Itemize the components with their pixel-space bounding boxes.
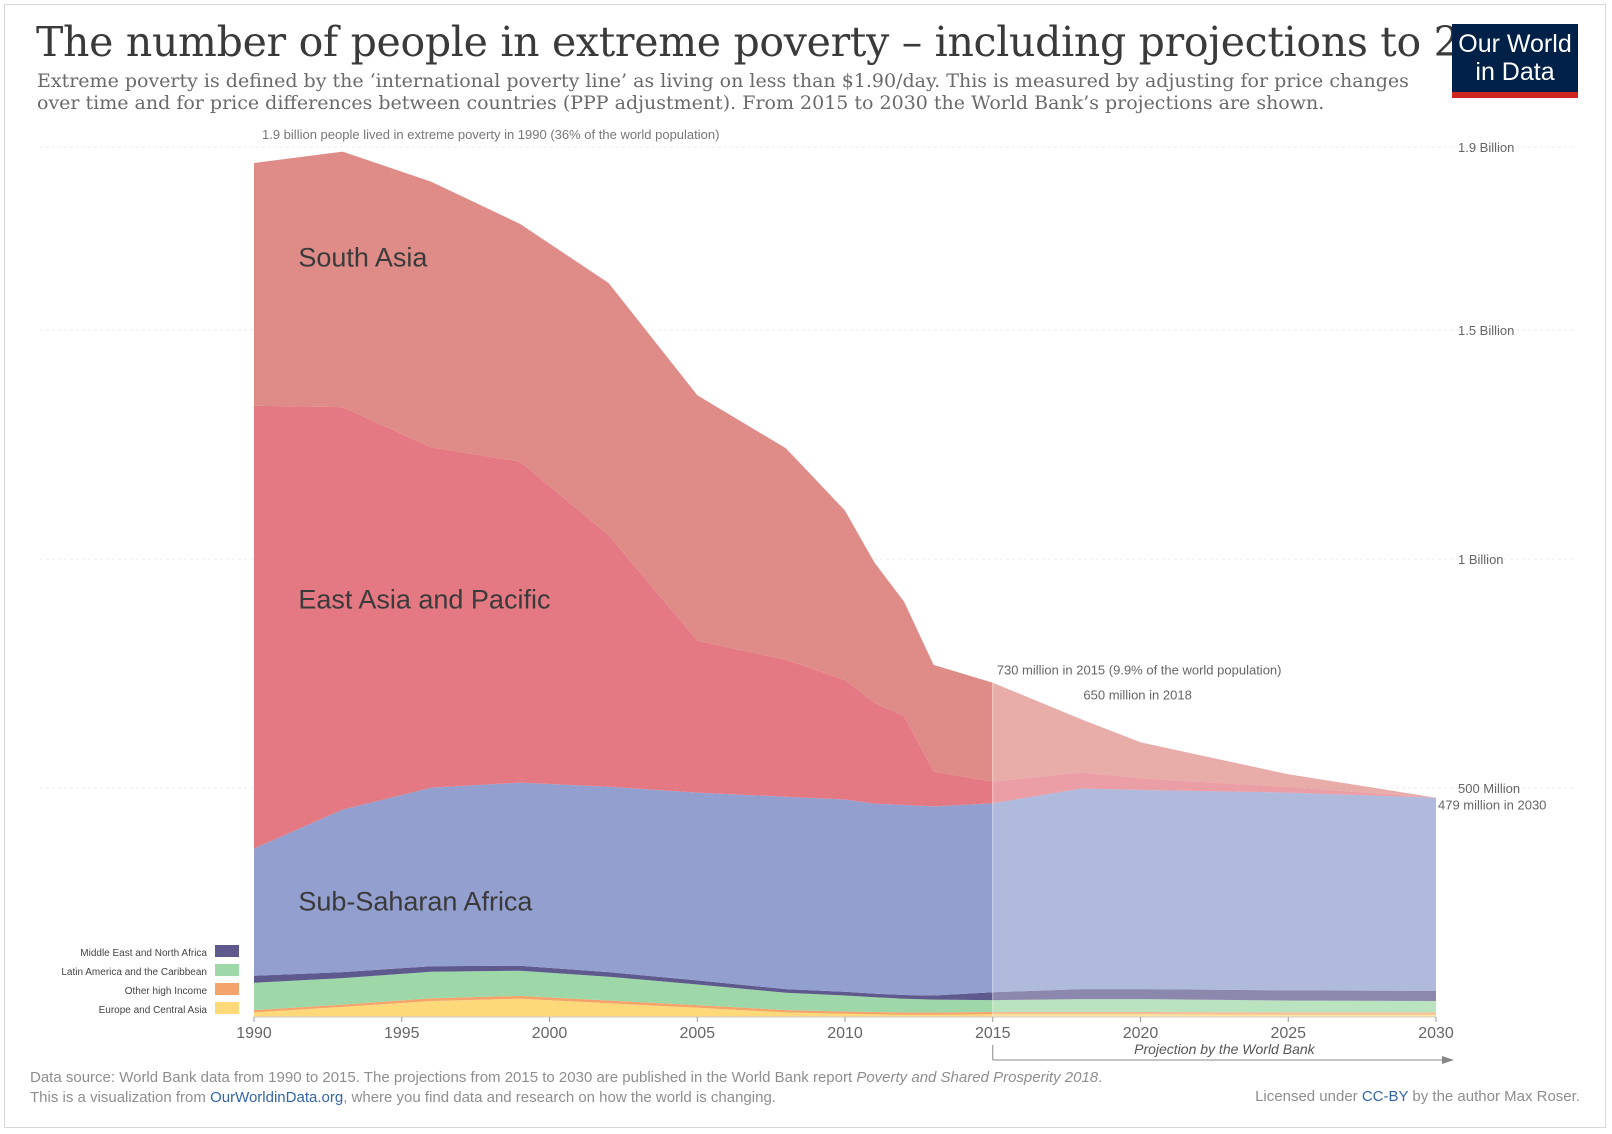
logo-line-2: in Data [1475,58,1555,86]
x-tick-label: 2005 [679,1025,715,1042]
right-axis-label: 1.5 Billion [1458,323,1514,338]
area-projected-east-asia-and-pacific [992,772,1436,804]
x-tick-label: 2015 [975,1025,1011,1042]
annotation-2018: 650 million in 2018 [1083,687,1191,702]
annotation-2030: 479 million in 2030 [1438,798,1546,813]
x-tick-label: 2020 [1123,1025,1159,1042]
owid-logo[interactable]: Our World in Data [1452,24,1578,98]
x-tick-label: 1995 [384,1025,420,1042]
area-europe-and-central-asia [254,998,993,1017]
source-prefix: Data source: World Bank data from 1990 t… [30,1069,857,1086]
area-projected-europe-and-central-asia [992,1014,1436,1017]
legend-label: Latin America and the Caribbean [61,967,207,978]
area-projected-latin-america-and-the-caribbean [992,999,1436,1013]
right-axis-label: 500 Million [1458,781,1520,796]
legend-swatch [215,964,239,976]
source-note: Data source: World Bank data from 1990 t… [30,1068,1102,1108]
annotation-2015: 730 million in 2015 (9.9% of the world p… [997,663,1282,678]
license-suffix: by the author Max Roser. [1408,1088,1580,1105]
x-tick-label: 2030 [1418,1025,1454,1042]
logo-line-1: Our World [1458,30,1572,58]
viz-prefix: This is a visualization from [30,1089,211,1106]
region-label: Sub-Saharan Africa [298,886,533,916]
legend-swatch [215,945,239,957]
license-note: Licensed under CC-BY by the author Max R… [1255,1088,1580,1105]
annotation-1990: 1.9 billion people lived in extreme pove… [262,127,719,142]
x-tick-label: 2025 [1270,1025,1306,1042]
area-other-high-income [254,995,993,1015]
area-sub-saharan-africa [254,782,993,996]
region-label: East Asia and Pacific [298,584,550,614]
area-projected-south-asia [992,682,1436,798]
right-axis-label: 1.9 Billion [1458,140,1514,155]
legend-swatch [215,1002,239,1014]
area-east-asia-and-pacific [254,405,993,849]
x-tick-label: 2010 [827,1025,863,1042]
area-south-asia [254,151,993,782]
projection-arrow-head [1442,1056,1454,1064]
area-projected-other-high-income [992,1012,1436,1015]
viz-suffix: , where you find data and research on ho… [343,1089,776,1106]
cc-by-link[interactable]: CC-BY [1361,1088,1409,1105]
area-projected-sub-saharan-africa [992,788,1436,993]
owid-link[interactable]: OurWorldinData.org [210,1089,344,1106]
area-projected-middle-east-and-north-africa [992,989,1436,1001]
logo-accent-bar [1452,92,1578,98]
legend-label: Europe and Central Asia [99,1005,208,1016]
region-label: South Asia [298,243,428,273]
source-suffix: . [1098,1069,1103,1086]
license-prefix: Licensed under [1255,1088,1362,1105]
legend-label: Other high Income [125,986,208,997]
area-middle-east-and-north-africa [254,965,993,1001]
legend-label: Middle East and North Africa [80,948,207,959]
chart-subtitle: Extreme poverty is defined by the ‘inter… [37,70,1409,114]
area-latin-america-and-the-caribbean [254,970,993,1013]
chart-title: The number of people in extreme poverty … [36,18,1537,66]
x-tick-label: 1990 [236,1025,272,1042]
x-tick-label: 2000 [532,1025,568,1042]
source-report: Poverty and Shared Prosperity 2018 [856,1069,1099,1086]
legend-swatch [215,983,239,995]
projection-label: Projection by the World Bank [1134,1041,1316,1057]
right-axis-label: 1 Billion [1458,552,1504,567]
